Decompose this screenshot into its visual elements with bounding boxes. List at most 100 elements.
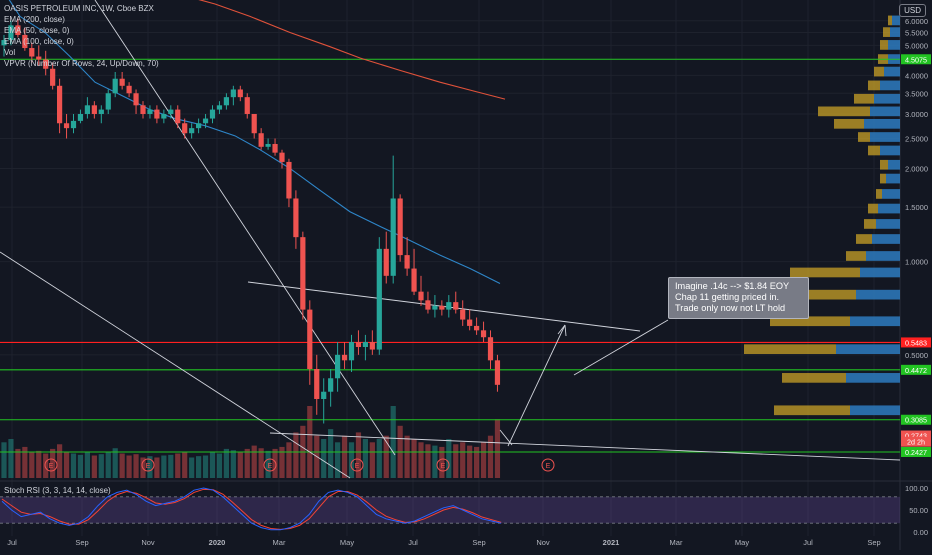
volume-bar	[425, 444, 431, 478]
candle-body	[432, 305, 438, 310]
candle-body	[36, 56, 42, 60]
indicator-legend: OASIS PETROLEUM INC, 1W, Cboe BZX EMA (2…	[4, 3, 159, 69]
price-tick-label: 6.0000	[905, 17, 928, 26]
candle-body	[321, 391, 327, 399]
candle-body	[383, 248, 389, 276]
candle-body	[119, 78, 125, 86]
price-tick-label: 1.5000	[905, 203, 928, 212]
candle-body	[411, 268, 417, 292]
candle-body	[307, 309, 313, 369]
volume-bar	[279, 446, 285, 478]
vpvr-up-bar	[886, 173, 900, 184]
volume-bar	[251, 445, 257, 478]
candle-body	[355, 342, 362, 347]
vpvr-up-bar	[888, 159, 900, 170]
time-tick-label: Nov	[141, 538, 155, 547]
volume-bar	[98, 454, 104, 478]
volume-bar	[286, 442, 292, 478]
candle-body	[196, 123, 202, 129]
candle-body	[216, 105, 223, 110]
volume-bar	[147, 456, 153, 478]
volume-bar	[91, 455, 97, 478]
callout-line-2: Chap 11 getting priced in.	[675, 292, 780, 302]
volume-bar	[244, 448, 250, 478]
vpvr-down-bar	[818, 106, 870, 117]
callout-annotation[interactable]: Imagine .14c --> $1.84 EOY Chap 11 getti…	[668, 277, 809, 319]
volume-bar	[446, 439, 452, 478]
vpvr-up-bar	[860, 267, 900, 278]
volume-bar	[439, 446, 445, 478]
rsi-tick-label: 0.00	[913, 528, 928, 537]
volume-bar	[216, 453, 223, 478]
volume-bar	[209, 452, 216, 478]
candle-body	[126, 85, 132, 94]
volume-bar	[460, 442, 466, 478]
time-tick-label: Sep	[867, 538, 880, 547]
projection-arrow-tail	[499, 429, 513, 446]
volume-bar	[8, 439, 14, 478]
vpvr-up-bar	[870, 132, 900, 142]
volume-bar	[22, 446, 28, 478]
volume-bar	[202, 455, 209, 478]
vpvr-down-bar	[856, 234, 872, 244]
time-tick-label: Mar	[273, 538, 286, 547]
volume-bar	[383, 435, 389, 478]
candle-body	[112, 78, 118, 94]
stoch-rsi-label[interactable]: Stoch RSI (3, 3, 14, 14, close)	[4, 486, 111, 495]
volume-bar	[119, 453, 125, 478]
vpvr-up-bar	[890, 27, 900, 37]
price-tick-label: 3.5000	[905, 89, 928, 98]
time-tick-label: Sep	[75, 538, 88, 547]
price-level-badge-text: 4.5075	[905, 55, 927, 64]
volume-bar	[50, 448, 56, 478]
volume-bar	[175, 453, 181, 478]
earnings-marker	[263, 458, 277, 472]
volume-bar	[467, 445, 473, 478]
candle-body	[230, 89, 236, 98]
candle-body	[494, 360, 501, 385]
volume-bar	[348, 442, 355, 478]
legend-symbol[interactable]: OASIS PETROLEUM INC, 1W, Cboe BZX	[4, 4, 154, 13]
candle-body	[29, 48, 35, 57]
candle-body	[244, 97, 250, 114]
vpvr-up-bar	[872, 234, 900, 244]
vpvr-up-bar	[850, 316, 900, 327]
volume-bar	[404, 435, 410, 478]
currency-badge[interactable]: USD	[899, 4, 926, 17]
vpvr-up-bar	[892, 15, 900, 26]
volume-bar	[474, 446, 480, 478]
volume-bar	[112, 448, 118, 478]
vpvr-up-bar	[888, 40, 900, 50]
candle-body	[50, 68, 56, 86]
price-tick-label: 2.0000	[905, 164, 928, 173]
vpvr-up-bar	[874, 93, 900, 104]
legend-vol[interactable]: Vol	[4, 48, 16, 57]
vpvr-up-bar	[856, 289, 900, 300]
volume-bar	[265, 450, 271, 478]
time-tick-label: Mar	[670, 538, 683, 547]
price-level-badge-text: 0.3085	[905, 416, 927, 425]
volume-bar	[411, 439, 417, 478]
candle-body	[209, 109, 216, 119]
earnings-marker	[141, 458, 155, 472]
legend-ema100[interactable]: EMA (100, close, 0)	[4, 37, 74, 46]
price-tick-label: 5.0000	[905, 41, 928, 50]
projection-arrow-head	[557, 324, 567, 337]
candle-body	[147, 109, 153, 114]
vpvr-up-bar	[880, 145, 900, 156]
vpvr-down-bar	[846, 251, 866, 261]
candle-body	[237, 89, 243, 98]
legend-ema200[interactable]: EMA (200, close)	[4, 15, 65, 24]
price-level-badge-text: 2d 2h	[907, 438, 925, 447]
candle-body	[286, 161, 292, 199]
legend-vpvr[interactable]: VPVR (Number Of Rows, 24, Up/Down, 70)	[4, 59, 159, 68]
candle-body	[439, 305, 445, 310]
legend-ema50[interactable]: EMA (50, close, 0)	[4, 26, 70, 35]
volume-bar	[70, 453, 77, 478]
candle-body	[425, 300, 431, 310]
candle-body	[265, 143, 271, 147]
volume-bar	[230, 450, 236, 478]
time-tick-label: Nov	[536, 538, 550, 547]
